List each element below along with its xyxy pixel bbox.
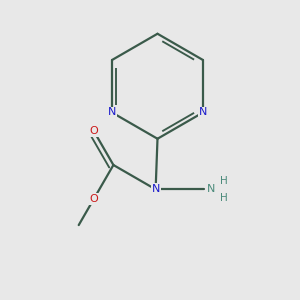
Text: N: N (152, 184, 160, 194)
Text: O: O (89, 126, 98, 136)
Text: N: N (108, 107, 116, 118)
Text: N: N (199, 107, 207, 118)
Text: H: H (220, 193, 228, 202)
Text: O: O (89, 194, 98, 204)
Text: N: N (207, 184, 216, 194)
Text: H: H (220, 176, 228, 186)
